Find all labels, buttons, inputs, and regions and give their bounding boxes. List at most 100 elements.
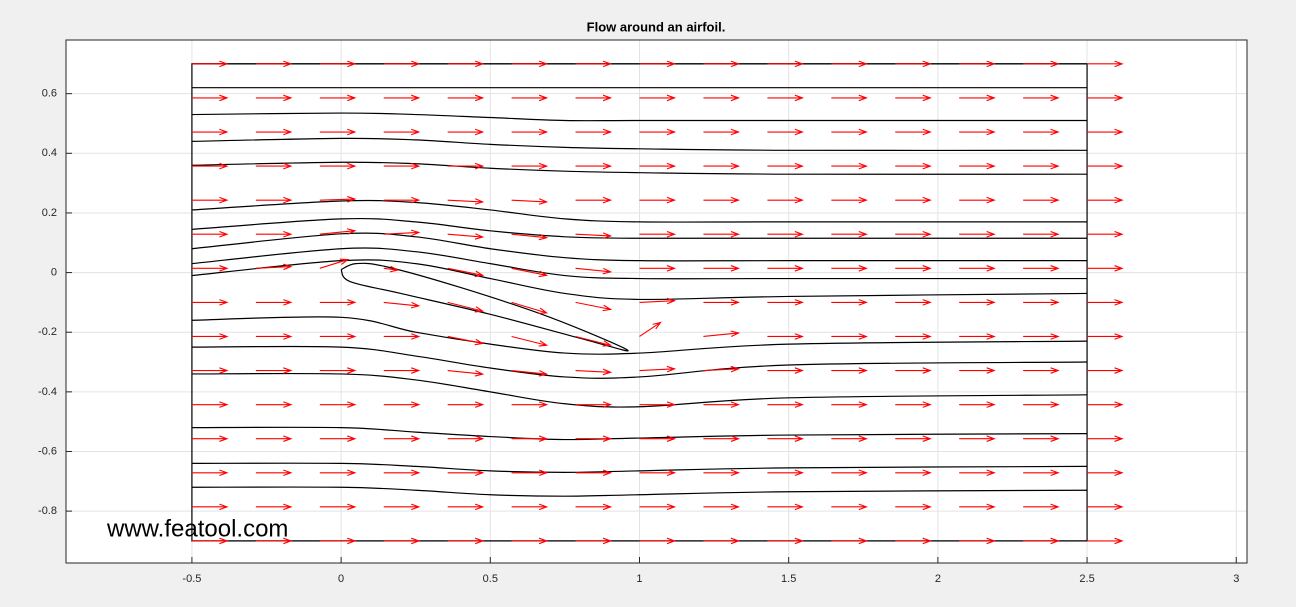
streamline	[191, 345, 1088, 379]
velocity-arrow	[255, 196, 293, 204]
velocity-arrow	[383, 435, 421, 442]
velocity-arrow	[959, 94, 996, 102]
velocity-arrow	[767, 299, 804, 306]
velocity-arrow	[895, 230, 932, 238]
velocity-arrow	[511, 537, 549, 545]
velocity-arrow	[575, 94, 613, 102]
velocity-arrow	[255, 503, 293, 511]
velocity-arrow	[1087, 503, 1124, 511]
velocity-arrow	[447, 370, 485, 377]
velocity-arrow	[383, 265, 400, 273]
velocity-arrow	[191, 333, 229, 340]
velocity-arrow	[831, 333, 868, 340]
velocity-arrow	[383, 301, 421, 309]
airfoil	[340, 262, 629, 352]
velocity-arrow	[703, 503, 741, 511]
velocity-arrow	[639, 162, 677, 170]
velocity-arrow	[895, 60, 932, 68]
velocity-arrow	[1023, 196, 1060, 204]
axes-box	[65, 39, 1248, 564]
velocity-arrow	[959, 537, 996, 545]
velocity-arrow	[191, 299, 229, 306]
velocity-arrow	[1023, 162, 1060, 170]
velocity-arrow	[191, 537, 229, 545]
velocity-arrow	[447, 537, 485, 545]
velocity-arrow	[959, 196, 996, 204]
y-tick-label: 0.4	[42, 147, 57, 159]
velocity-arrow	[383, 128, 421, 136]
velocity-arrow	[959, 299, 996, 306]
velocity-arrow	[1023, 469, 1060, 477]
velocity-arrow	[319, 401, 357, 408]
velocity-arrow	[383, 94, 421, 102]
velocity-arrow	[1087, 469, 1124, 477]
velocity-arrow	[447, 198, 485, 205]
x-tick-label: 1.5	[781, 573, 796, 585]
velocity-arrow	[639, 297, 677, 305]
velocity-arrow	[191, 60, 229, 68]
velocity-arrow	[639, 196, 677, 204]
velocity-arrow	[255, 299, 293, 306]
velocity-arrow	[575, 368, 613, 376]
velocity-arrow	[831, 162, 868, 170]
velocity-arrow	[575, 435, 613, 442]
velocity-arrow	[383, 401, 421, 408]
velocity-arrow	[895, 162, 932, 170]
velocity-arrow	[1023, 128, 1060, 136]
velocity-arrow	[511, 94, 549, 102]
velocity-arrow	[255, 435, 293, 442]
velocity-arrow	[831, 196, 868, 204]
velocity-arrow	[831, 128, 868, 136]
velocity-arrow	[767, 128, 804, 136]
velocity-arrow	[1087, 367, 1124, 374]
velocity-arrow	[575, 128, 613, 136]
velocity-arrow	[575, 469, 613, 477]
velocity-arrow	[703, 128, 741, 136]
velocity-arrow	[511, 267, 549, 278]
velocity-arrow	[703, 94, 741, 102]
velocity-arrow	[767, 537, 804, 545]
velocity-arrow	[767, 230, 804, 238]
velocity-arrow	[319, 435, 357, 442]
velocity-arrow	[447, 301, 485, 313]
velocity-arrow	[191, 94, 229, 102]
velocity-arrow	[511, 335, 549, 347]
velocity-arrow	[639, 469, 677, 477]
velocity-arrow	[895, 435, 932, 442]
velocity-arrow	[1087, 333, 1124, 340]
velocity-arrow	[447, 335, 485, 346]
velocity-arrow	[959, 367, 996, 374]
velocity-arrow	[255, 367, 293, 374]
velocity-arrow	[1087, 94, 1124, 102]
velocity-arrow	[831, 537, 868, 545]
velocity-arrow	[767, 503, 804, 511]
velocity-arrow	[447, 267, 485, 278]
velocity-arrow	[767, 94, 804, 102]
velocity-arrow	[191, 435, 229, 442]
streamline	[191, 232, 1088, 262]
velocity-arrow	[255, 230, 293, 238]
velocity-arrow	[255, 94, 293, 102]
velocity-arrow	[1087, 265, 1124, 272]
velocity-arrow	[511, 370, 549, 377]
velocity-arrow	[319, 503, 357, 511]
velocity-arrow	[575, 335, 613, 347]
velocity-arrow	[767, 196, 804, 204]
velocity-arrow	[191, 469, 229, 477]
velocity-arrow	[1087, 230, 1124, 238]
y-tick-label: 0.6	[42, 88, 57, 100]
velocity-arrow	[639, 230, 677, 238]
velocity-arrow	[895, 537, 932, 545]
y-tick-label: 0	[51, 266, 57, 278]
velocity-arrow	[831, 401, 868, 408]
velocity-arrow	[895, 333, 932, 340]
velocity-arrow	[575, 196, 613, 204]
velocity-arrow	[383, 196, 421, 204]
velocity-arrow	[831, 435, 868, 442]
x-tick-label: 0	[338, 573, 344, 585]
velocity-arrow	[191, 265, 229, 272]
velocity-arrow	[447, 469, 485, 477]
velocity-arrow	[639, 365, 677, 373]
velocity-arrow	[511, 503, 549, 511]
x-tick-label: 0.5	[483, 573, 498, 585]
